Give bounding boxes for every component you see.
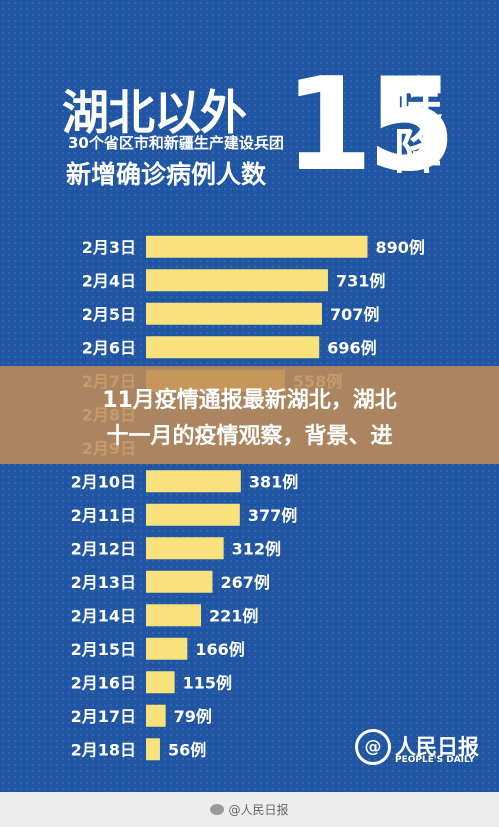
category-label: 2月5日 [82,305,136,324]
value-label: 79例 [174,707,212,726]
value-label: 696例 [327,338,376,357]
category-label: 2月17日 [71,707,136,726]
bar [146,537,224,560]
category-label: 2月14日 [71,606,136,625]
vertical-caption: 连降 [393,72,442,180]
category-label: 2月10日 [71,472,136,491]
chart-subtitle-metric: 新增确诊病例人数 [66,160,267,189]
banner-line-2: 十一月的疫情观察，背景、进 [106,424,393,449]
category-label: 2月15日 [71,640,136,659]
category-label: 2月6日 [82,338,136,357]
chart-title: 湖北以外 [62,86,247,141]
category-label: 2月11日 [71,506,136,525]
category-label: 2月18日 [71,740,136,759]
value-label: 221例 [209,606,258,625]
category-label: 2月4日 [82,271,136,290]
bar [146,503,240,526]
bar [146,671,175,694]
value-label: 707例 [330,305,379,324]
value-label: 377例 [248,506,297,525]
logo-name-en: PEOPLE'S DAILY [395,755,475,765]
weibo-icon [210,804,225,815]
at-sign-icon: @ [355,729,391,765]
value-label: 731例 [336,271,385,290]
value-label: 267例 [220,573,269,592]
category-label: 2月13日 [71,573,136,592]
value-label: 166例 [195,640,244,659]
chart-subtitle-regions: 30个省区市和新疆生产建设兵团 [68,134,284,152]
value-label: 381例 [249,472,298,491]
watermark-text: @人民日报 [228,803,289,817]
bar [146,470,241,493]
bar [146,302,322,325]
bar [146,269,328,292]
banner-line-1: 11月疫情通报最新湖北，湖北 [102,388,397,413]
value-label: 890例 [376,238,425,257]
value-label: 56例 [168,740,206,759]
overlay-banner: 11月疫情通报最新湖北，湖北 十一月的疫情观察，背景、进 [0,366,499,464]
value-label: 115例 [183,673,232,692]
bar [146,235,368,258]
bar [146,604,202,627]
category-label: 2月16日 [71,673,136,692]
bar [146,637,188,660]
bar [146,336,320,359]
bar [146,704,166,727]
category-label: 2月12日 [71,539,136,558]
bar [146,738,160,761]
category-label: 2月3日 [82,238,136,257]
big-number: 15 [284,51,456,200]
value-label: 312例 [232,539,281,558]
chart-header: 湖北以外 30个省区市和新疆生产建设兵团 新增确诊病例人数 15 连降 [0,0,499,215]
peoples-daily-logo: @ 人民日报 PEOPLE'S DAILY [355,725,485,771]
watermark-footer: @人民日报 [0,792,499,827]
logo-name-cn: 人民日报 [395,735,479,759]
bar [146,570,213,593]
